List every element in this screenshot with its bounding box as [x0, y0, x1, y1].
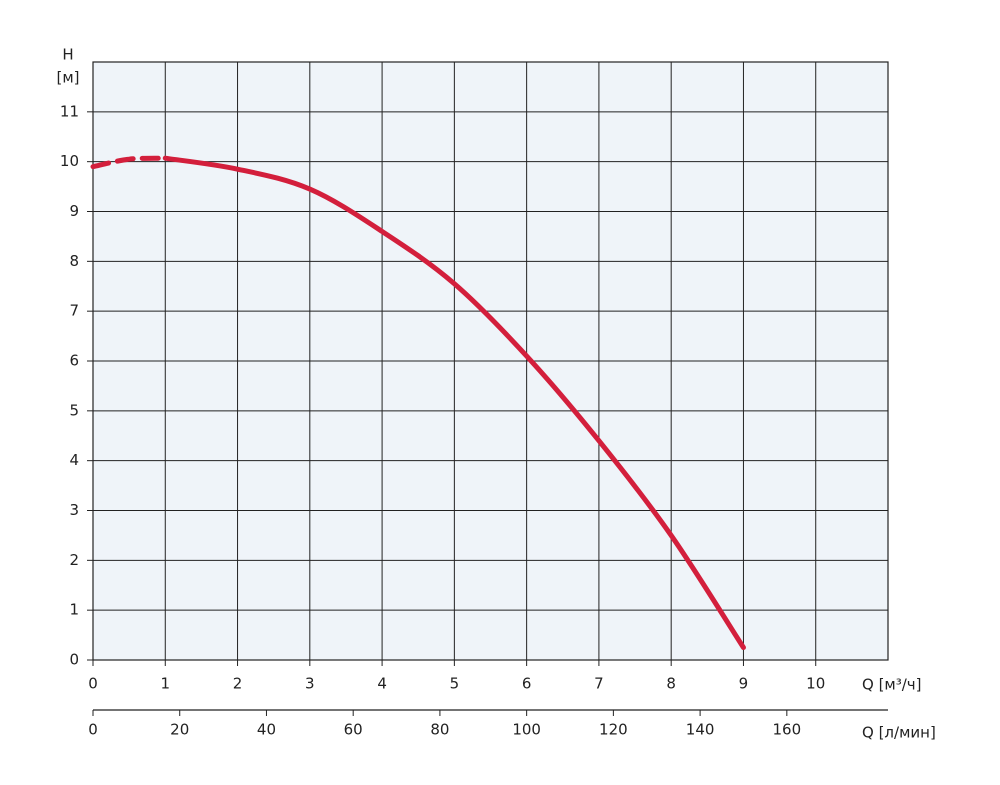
- x-tick-label: 4: [377, 675, 387, 693]
- x-tick-label: 3: [305, 675, 315, 693]
- y-tick-label: 7: [69, 302, 79, 320]
- y-tick-label: 10: [60, 152, 79, 170]
- y-tick-label: 0: [69, 651, 79, 669]
- x-tick-label: 8: [666, 675, 676, 693]
- x2-tick-label: 120: [599, 721, 628, 739]
- x2-tick-label: 20: [170, 721, 189, 739]
- x-tick-label: 1: [160, 675, 170, 693]
- x-tick-label: 9: [739, 675, 749, 693]
- curve: [162, 155, 746, 651]
- curve: [90, 155, 168, 170]
- x2-tick-label: 60: [344, 721, 363, 739]
- x-tick-label: 0: [88, 675, 98, 693]
- x2-tick-label: 100: [512, 721, 541, 739]
- y-tick-label: 4: [69, 451, 79, 469]
- x-tick-label: 6: [522, 675, 532, 693]
- x2-tick-label: 80: [430, 721, 449, 739]
- x-tick-label: 5: [450, 675, 460, 693]
- x-tick-label: 7: [594, 675, 604, 693]
- x2-axis-label: Q [л/мин]: [862, 724, 936, 742]
- x-tick-label: 2: [233, 675, 243, 693]
- y-tick-label: 2: [69, 551, 79, 569]
- y-tick-label: 11: [60, 102, 79, 120]
- x-axis-label: Q [м³/ч]: [862, 676, 922, 694]
- y-tick-label: 5: [69, 401, 79, 419]
- y-axis-unit: [м]: [56, 69, 79, 87]
- y-tick-label: 8: [69, 252, 79, 270]
- x2-tick-label: 140: [686, 721, 715, 739]
- x2-tick-label: 160: [773, 721, 802, 739]
- x2-tick-label: 40: [257, 721, 276, 739]
- x-tick-label: 10: [806, 675, 825, 693]
- y-axis-label: H: [62, 46, 73, 64]
- x2-tick-label: 0: [88, 721, 98, 739]
- y-tick-label: 3: [69, 501, 79, 519]
- y-tick-label: 9: [69, 202, 79, 220]
- y-tick-label: 6: [69, 352, 79, 370]
- y-tick-label: 1: [69, 601, 79, 619]
